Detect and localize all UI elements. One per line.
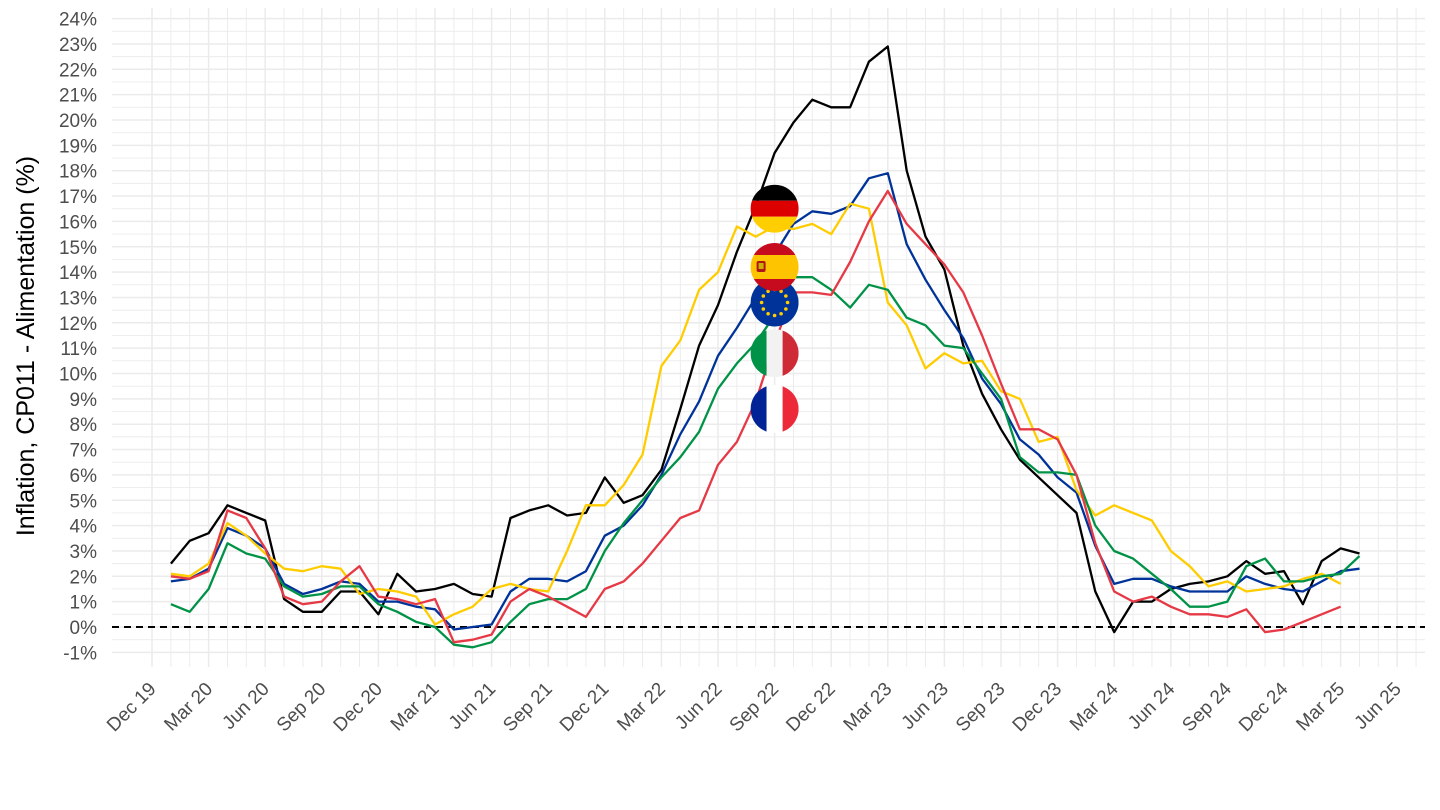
france-flag-icon [750, 385, 799, 433]
y-tick-label: 7% [70, 441, 98, 462]
x-tick-label: Dec 23 [1009, 679, 1066, 736]
y-tick-label: 2% [70, 567, 98, 588]
x-tick-label: Jun 21 [445, 679, 500, 734]
y-tick-label: 17% [59, 187, 97, 208]
y-tick-label: 13% [59, 288, 97, 309]
x-tick-label: Mar 23 [840, 679, 897, 736]
y-tick-label: 9% [70, 390, 98, 411]
spain-flag-icon [750, 243, 799, 291]
italy-flag-icon [750, 329, 799, 378]
y-tick-label: 22% [59, 60, 97, 81]
y-tick-label: 16% [59, 212, 97, 233]
x-tick-label: Jun 23 [898, 679, 953, 734]
x-tick-label: Sep 21 [499, 679, 556, 736]
x-tick-label: Dec 19 [103, 679, 160, 736]
y-tick-label: 12% [59, 314, 97, 335]
y-tick-label: 1% [70, 593, 98, 614]
y-tick-label: 5% [70, 491, 98, 512]
x-tick-label: Mar 25 [1292, 679, 1349, 736]
y-tick-label: 0% [70, 618, 98, 639]
x-tick-label: Sep 23 [952, 679, 1009, 736]
x-tick-label: Jun 20 [219, 679, 274, 734]
x-tick-label: Sep 22 [726, 679, 783, 736]
y-tick-label: 8% [70, 415, 98, 436]
y-tick-label: 11% [60, 339, 97, 360]
y-axis-ticks: -1% 0% 1% 2% 3% 4% 5% 6% 7% 8% 9% 10% 11% 12% 13% 14% 15… [59, 10, 97, 665]
x-tick-label: Mar 24 [1066, 678, 1123, 735]
y-tick-label: 3% [70, 542, 98, 563]
y-tick-label: 20% [59, 111, 97, 132]
x-tick-label: Dec 24 [1235, 678, 1293, 736]
y-tick-label: 19% [59, 136, 97, 157]
y-tick-label: 14% [59, 263, 97, 284]
y-tick-label: 4% [70, 517, 98, 538]
x-tick-label: Jun 22 [671, 679, 726, 734]
y-tick-label: 15% [59, 238, 97, 259]
x-tick-label: Dec 22 [782, 679, 839, 736]
grid [112, 8, 1425, 667]
x-tick-label: Mar 22 [613, 679, 670, 736]
x-tick-label: Mar 21 [387, 679, 444, 736]
y-tick-label: 10% [59, 365, 97, 386]
series-line-germany [170, 45, 1360, 634]
x-tick-label: Jun 25 [1351, 679, 1406, 734]
x-tick-label: Dec 21 [556, 679, 613, 736]
x-tick-label: Mar 20 [160, 679, 217, 736]
y-tick-label: 21% [59, 86, 97, 107]
y-tick-label: 18% [59, 162, 97, 183]
x-tick-label: Jun 24 [1124, 678, 1179, 733]
flag-legend [750, 184, 799, 433]
y-axis-title: Inflation, CP011 - Alimentation (%) [12, 156, 40, 536]
germany-flag-icon [750, 184, 799, 233]
y-tick-label: -1% [63, 643, 97, 664]
x-tick-label: Dec 20 [330, 679, 387, 736]
x-tick-label: Sep 24 [1178, 678, 1236, 736]
x-tick-label: Sep 20 [273, 679, 330, 736]
y-tick-label: 6% [70, 466, 98, 487]
x-axis-ticks: Dec 19 Mar 20 Jun 20 Sep 20 Dec 20 Mar 21 Jun … [103, 678, 1406, 736]
y-tick-label: 23% [59, 35, 97, 56]
y-tick-label: 24% [59, 10, 97, 31]
series-line-italy [170, 276, 1361, 649]
